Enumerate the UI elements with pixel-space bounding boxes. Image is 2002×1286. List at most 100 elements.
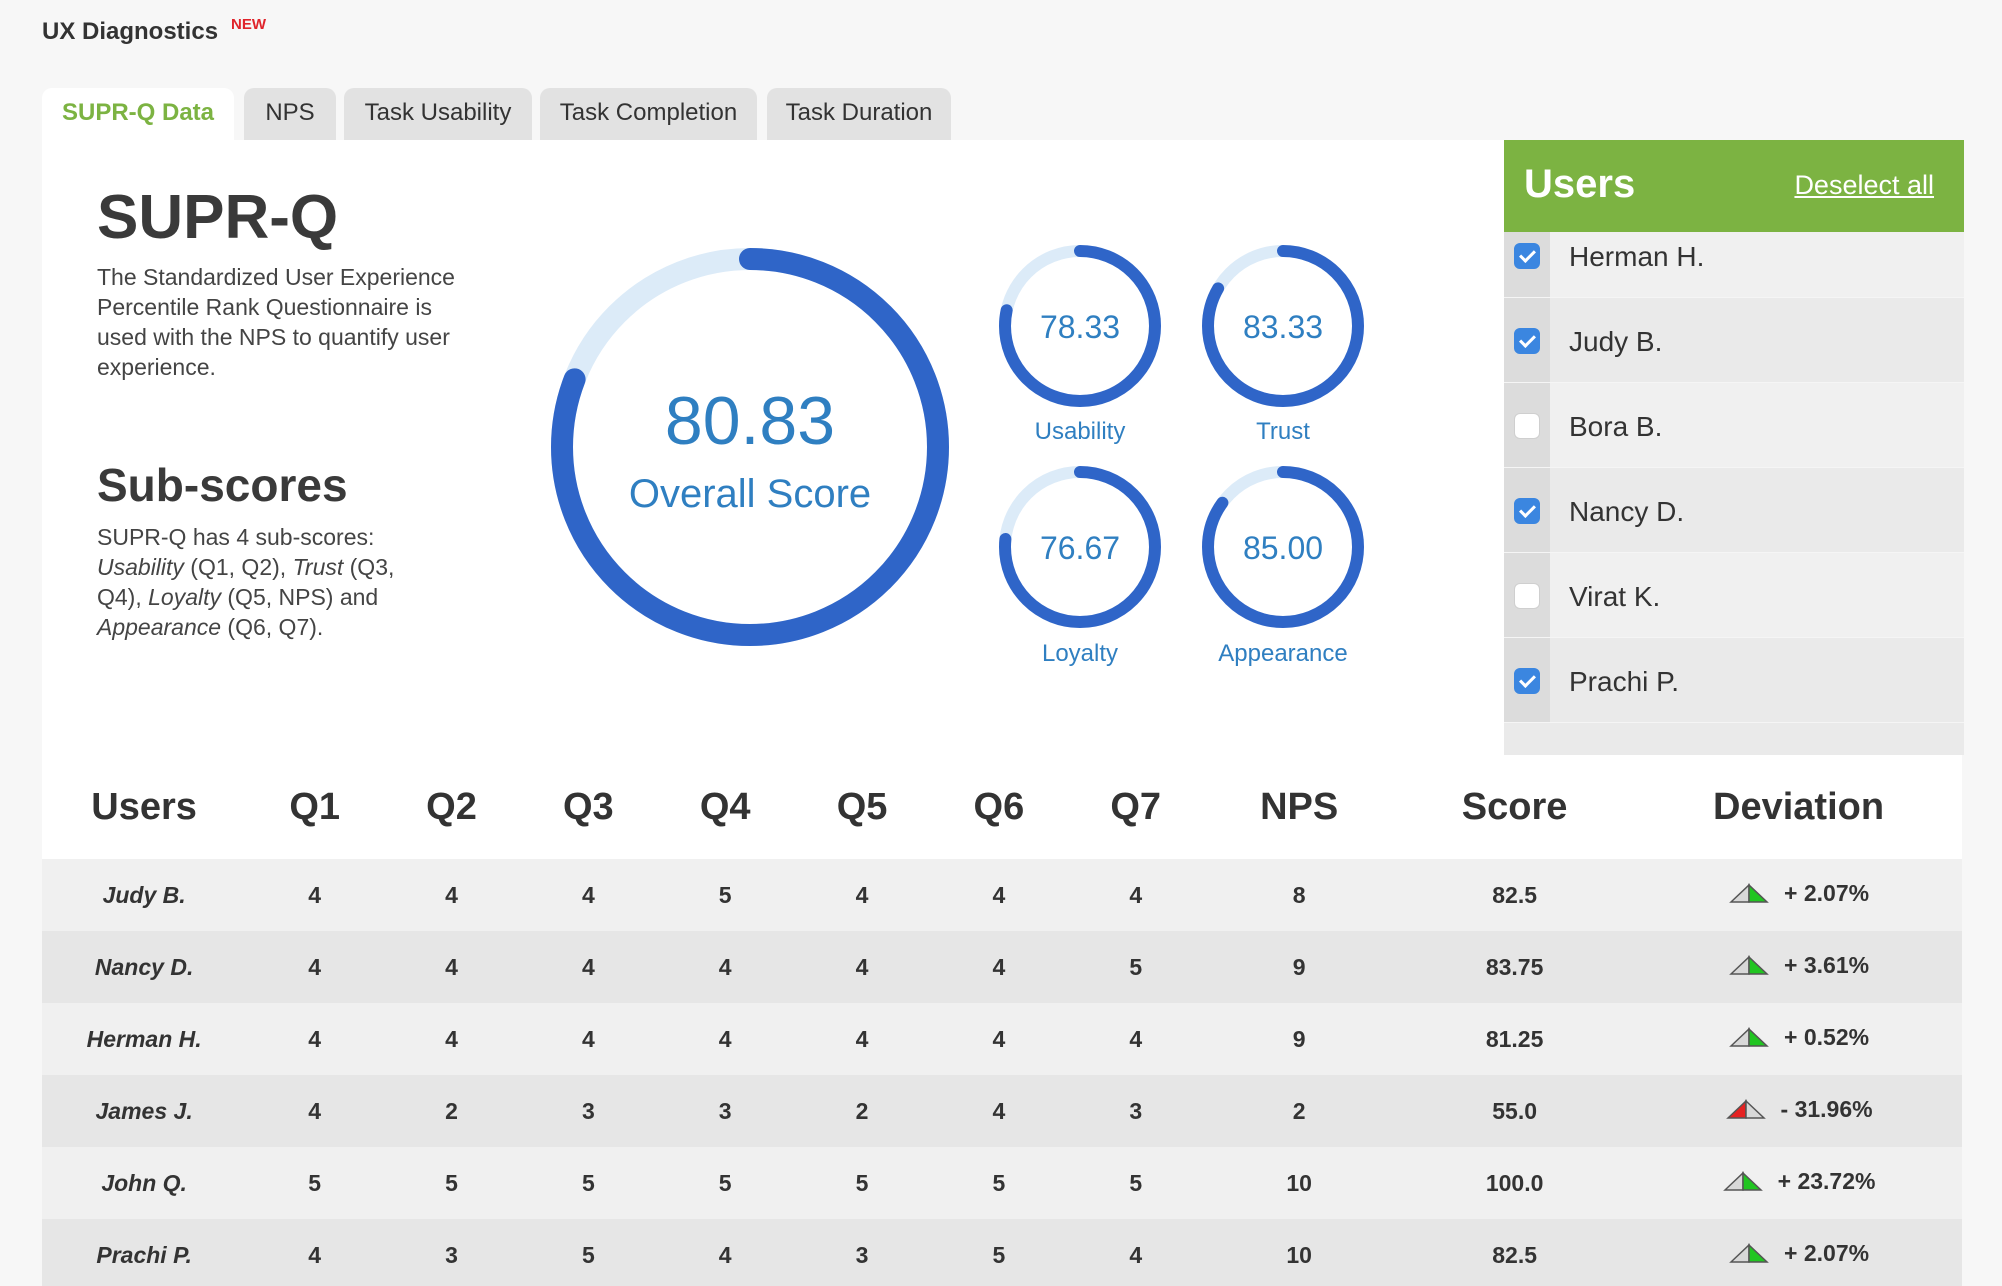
cell-q1: 4 — [246, 859, 384, 931]
cell-q3: 5 — [519, 1219, 657, 1286]
cell-user: Herman H. — [42, 1003, 247, 1075]
usability-gauge: 78.33 — [997, 243, 1163, 409]
trend-icon-right-half — [1748, 1027, 1769, 1047]
cell-nps: 9 — [1204, 931, 1395, 1003]
usability-score-value: 78.33 — [1039, 309, 1121, 345]
user-checkbox[interactable] — [1514, 498, 1540, 524]
new-badge: NEW — [231, 16, 266, 33]
tab-task-duration[interactable]: Task Duration — [767, 88, 951, 140]
user-row[interactable]: Bora B. — [1504, 383, 1964, 468]
tab-nps[interactable]: NPS — [244, 88, 336, 140]
cell-deviation: - 31.96% — [1635, 1075, 1962, 1147]
overall-score-gauge: 80.83 Overall Score — [545, 242, 955, 652]
appearance-label: Appearance — [1218, 640, 1348, 667]
scores-table-wrap: Users Q1 Q2 Q3 Q4 Q5 Q6 Q7 NPS Score Dev… — [42, 755, 1962, 1286]
cell-score: 82.5 — [1394, 859, 1636, 931]
users-panel: Users Deselect all James J.Herman H.Judy… — [1504, 140, 1964, 755]
deviation-content: - 31.96% — [1725, 1096, 1873, 1123]
sub-trust-name: Trust — [292, 554, 344, 580]
cell-score: 55.0 — [1394, 1075, 1636, 1147]
cell-q7: 4 — [1067, 859, 1205, 931]
loyalty-gauge: 76.67 — [997, 464, 1163, 630]
user-name: Bora B. — [1569, 411, 1663, 442]
cell-q7: 5 — [1067, 931, 1205, 1003]
cell-nps: 9 — [1204, 1003, 1395, 1075]
user-checkbox[interactable] — [1514, 413, 1540, 439]
cell-q5: 4 — [793, 931, 931, 1003]
cell-q6: 4 — [930, 1003, 1068, 1075]
tab-task-completion[interactable]: Task Completion — [540, 88, 757, 140]
overall-gauge-ring — [551, 248, 949, 646]
cell-user: Prachi P. — [42, 1219, 247, 1286]
cell-q6: 5 — [930, 1219, 1068, 1286]
cell-nps: 8 — [1204, 859, 1395, 931]
cell-q3: 4 — [519, 859, 657, 931]
cell-q4: 4 — [656, 1003, 794, 1075]
header-q4: Q4 — [656, 755, 794, 859]
user-checkbox[interactable] — [1514, 328, 1540, 354]
cell-q4: 5 — [656, 859, 794, 931]
cell-q5: 4 — [793, 1003, 931, 1075]
cell-q3: 5 — [519, 1147, 657, 1219]
trend-icon-right-half — [1748, 883, 1769, 903]
trend-icon-left-half — [1725, 1099, 1747, 1119]
trend-up-icon — [1729, 955, 1769, 975]
supr-q-title: SUPR-Q — [97, 183, 339, 252]
header-nps: NPS — [1204, 755, 1395, 859]
loyalty-gauge-ring — [999, 466, 1161, 628]
header-q2: Q2 — [383, 755, 520, 859]
tab-supr-q-data[interactable]: SUPR-Q Data — [42, 88, 234, 140]
tab-task-usability[interactable]: Task Usability — [344, 88, 532, 140]
cell-q6: 5 — [930, 1147, 1068, 1219]
sub-scores-title: Sub-scores — [97, 459, 348, 511]
cell-q3: 4 — [519, 1003, 657, 1075]
user-checkbox[interactable] — [1514, 583, 1540, 609]
user-name: Virat K. — [1569, 581, 1661, 612]
sub-trust-questions: (Q3, Q4), — [97, 554, 395, 610]
cell-q3: 4 — [519, 931, 657, 1003]
header-deviation: Deviation — [1635, 755, 1962, 859]
appearance-gauge-arc — [1202, 466, 1364, 628]
cell-nps: 10 — [1204, 1219, 1395, 1286]
cell-q5: 2 — [793, 1075, 931, 1147]
user-row[interactable]: Judy B. — [1504, 298, 1964, 383]
cell-nps: 10 — [1204, 1147, 1395, 1219]
table-row: John Q. 5 5 5 5 5 5 5 10 100.0 + 23.72% — [42, 1147, 1962, 1219]
cell-deviation: + 3.61% — [1635, 931, 1962, 1003]
cell-deviation: + 0.52% — [1635, 1003, 1962, 1075]
deviation-content: + 3.61% — [1728, 952, 1869, 979]
header-q7: Q7 — [1067, 755, 1205, 859]
user-checkbox[interactable] — [1514, 243, 1540, 269]
trend-up-icon — [1729, 1243, 1769, 1263]
cell-q4: 5 — [656, 1147, 794, 1219]
sub-usability-questions: (Q1, Q2), — [183, 554, 293, 580]
cell-q1: 4 — [246, 1003, 384, 1075]
cell-q7: 3 — [1067, 1075, 1205, 1147]
sub-scores-description: SUPR-Q has 4 sub-scores: Usability (Q1, Q… — [97, 522, 427, 642]
loyalty-score-value: 76.67 — [1039, 530, 1121, 566]
deviation-value: + 3.61% — [1784, 951, 1870, 978]
cell-q1: 4 — [246, 931, 384, 1003]
cell-q2: 4 — [383, 1003, 520, 1075]
table-row: Nancy D. 4 4 4 4 4 4 5 9 83.75 + 3.61% — [42, 931, 1962, 1003]
trend-icon-left-half — [1729, 1243, 1750, 1263]
deviation-value: - 31.96% — [1780, 1095, 1873, 1122]
table-row: James J. 4 2 3 3 2 4 3 2 55.0- 31.96% — [42, 1075, 1962, 1147]
cell-deviation: + 2.07% — [1635, 1219, 1962, 1286]
trend-icon-right-half — [1748, 955, 1769, 975]
user-row[interactable]: Virat K. — [1504, 553, 1964, 638]
user-name: Judy B. — [1569, 326, 1663, 357]
cell-q2: 4 — [383, 859, 520, 931]
cell-q6: 4 — [930, 1075, 1068, 1147]
user-row[interactable]: Prachi P. — [1504, 638, 1964, 723]
trust-score-value: 83.33 — [1242, 309, 1324, 345]
trend-up-icon — [1729, 883, 1769, 903]
cell-nps: 2 — [1204, 1075, 1395, 1147]
trend-up-icon — [1729, 1027, 1769, 1047]
user-row[interactable]: Nancy D. — [1504, 468, 1964, 553]
user-checkbox[interactable] — [1514, 668, 1540, 694]
cell-q7: 4 — [1067, 1003, 1205, 1075]
cell-q6: 4 — [930, 931, 1068, 1003]
cell-q2: 4 — [383, 931, 520, 1003]
deselect-all-link[interactable]: Deselect all — [1794, 170, 1934, 200]
